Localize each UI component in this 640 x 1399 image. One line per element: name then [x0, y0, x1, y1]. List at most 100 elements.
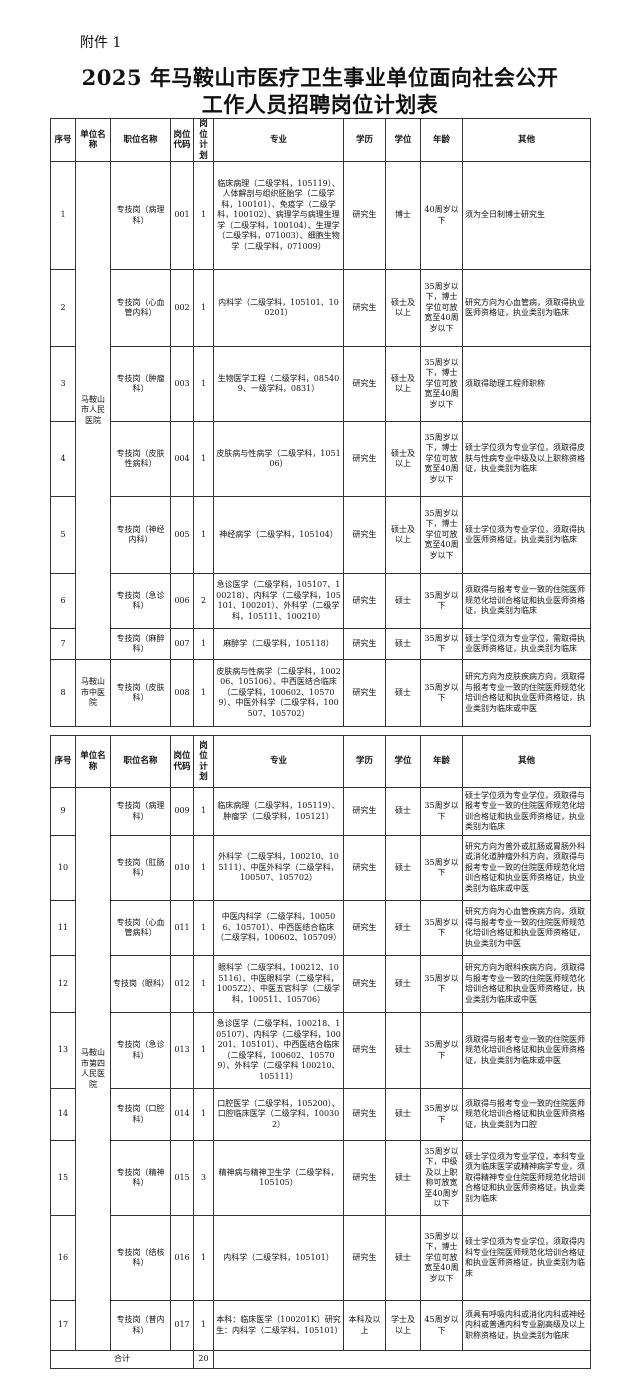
unit-name: 马鞍山市第四人民医院 [75, 787, 111, 1351]
column-header: 年龄 [420, 735, 463, 788]
degree: 硕士 [385, 1215, 421, 1301]
other-requirements: 须具有呼吸内科或消化内科或神经内科或普通内科专业副高级及以上职称资格证，执业类别… [462, 1300, 591, 1351]
degree: 硕士及以上 [385, 346, 421, 422]
education: 研究生 [343, 496, 386, 574]
column-header: 序号 [50, 118, 76, 162]
position-plan: 1 [193, 900, 214, 956]
column-header: 学历 [343, 118, 386, 162]
position-row: 16 专技岗（结核科） 016 1 内科学（二级学科，105101） 研究生 硕士 35周岁以… [50, 1215, 591, 1301]
age-limit: 35周岁以下 [420, 573, 463, 629]
other-requirements: 硕士学位须为专业学位，需取得执业医师资格证，执业类别为临床 [462, 628, 591, 660]
major: 麻醉学（二级学科，105118） [213, 628, 344, 660]
age-limit: 45周岁以下 [420, 1300, 463, 1351]
education: 研究生 [343, 573, 386, 629]
position-code: 008 [170, 659, 194, 727]
position-name: 专技岗（肿瘤科） [110, 346, 171, 422]
position-row: 13 专技岗（急诊科） 013 1 急诊医学（二级学科，100218、105107）、内… [50, 1012, 591, 1089]
education: 研究生 [343, 1140, 386, 1216]
position-plan: 1 [193, 955, 214, 1013]
position-row: 10 专技岗（肛肠科） 010 1 外科学（二级学科，100210、105111）、中医… [50, 835, 591, 901]
age-limit: 35周岁以下，博士学位可放宽至40周岁以下 [420, 421, 463, 497]
position-name: 专技岗（病理科） [110, 787, 171, 836]
major: 急诊医学（二级学科，105107、100218）、内科学（二级学科，105101… [213, 573, 344, 629]
column-header: 其他 [462, 118, 591, 162]
position-plan: 1 [193, 1300, 214, 1351]
position-plan: 1 [193, 421, 214, 497]
column-header: 岗位计划 [193, 735, 214, 788]
position-row: 8 马鞍山市中医院 专技岗（皮肤科） 008 1 皮肤病与性病学（二级学科，100206、… [50, 659, 591, 727]
position-row: 12 专技岗（眼科） 012 1 眼科学（二级学科，100212、105116）、中医眼… [50, 955, 591, 1013]
degree: 硕士 [385, 1012, 421, 1089]
age-limit: 35周岁以下，博士学位可放宽至40周岁以下 [420, 346, 463, 422]
other-requirements: 研究方向为普外或肛肠或胃肠外科或消化道肿瘤外科方向，须取得与报考专业一致的住院医… [462, 835, 591, 901]
column-header: 专业 [213, 118, 344, 162]
position-name: 专技岗（病理科） [110, 161, 171, 270]
column-header: 职位名称 [110, 118, 171, 162]
major: 临床病理（二级学科，105119）、肿瘤学（二级学科，105121） [213, 787, 344, 836]
degree: 硕士 [385, 1140, 421, 1216]
degree: 硕士 [385, 900, 421, 956]
position-plan: 2 [193, 573, 214, 629]
education: 研究生 [343, 1088, 386, 1141]
column-header: 年龄 [420, 118, 463, 162]
age-limit: 35周岁以下 [420, 1088, 463, 1141]
position-name: 专技岗（心血管病科） [110, 900, 171, 956]
column-header: 岗位代码 [170, 735, 194, 788]
position-plan: 1 [193, 835, 214, 901]
degree: 硕士 [385, 628, 421, 660]
position-row: 9 马鞍山市第四人民医院 专技岗（病理科） 009 1 临床病理（二级学科，105119）… [50, 787, 591, 1351]
other-requirements: 须为全日制博士研究生 [462, 161, 591, 270]
position-row: 5 专技岗（神经内科） 005 1 神经病学（二级学科，105104） 研究生 硕士及以上 3… [50, 496, 591, 574]
row-number: 1 [50, 161, 76, 270]
position-code: 012 [170, 955, 194, 1013]
position-plan: 1 [193, 659, 214, 727]
other-requirements: 研究方向为皮肤疾病方向，须取得与报考专业一致的住院医师规范化培训合格证和执业医师… [462, 659, 591, 727]
major: 皮肤病与性病学（二级学科，105106） [213, 421, 344, 497]
degree: 硕士 [385, 835, 421, 901]
column-header: 岗位计划 [193, 118, 214, 162]
column-header: 学位 [385, 118, 421, 162]
major: 外科学（二级学科，100210、105111）、中医外科学（二级学科，10050… [213, 835, 344, 901]
position-code: 011 [170, 900, 194, 956]
position-row: 17 专技岗（普内科） 017 1 本科：临床医学（100201K）研究生：内科学（二级… [50, 1300, 591, 1351]
position-code: 016 [170, 1215, 194, 1301]
position-name: 专技岗（神经内科） [110, 496, 171, 574]
major: 本科：临床医学（100201K）研究生：内科学（二级学科，105101） [213, 1300, 344, 1351]
other-requirements: 须取得与报考专业一致的住院医师规范化培训合格证和执业医师资格证，执业类别为口腔 [462, 1088, 591, 1141]
position-plan: 1 [193, 1088, 214, 1141]
position-name: 专技岗（皮肤科） [110, 659, 171, 727]
position-code: 006 [170, 573, 194, 629]
column-header: 学历 [343, 735, 386, 788]
age-limit: 35周岁以下 [420, 787, 463, 836]
other-requirements: 硕士学位须为专业学位，须取得皮肤与性病专业中级及以上职称资格证，执业类别为临床 [462, 421, 591, 497]
education: 研究生 [343, 161, 386, 270]
position-code: 015 [170, 1140, 194, 1216]
other-requirements: 研究方向为心血管病，须取得执业医师资格证，执业类别为临床 [462, 269, 591, 347]
column-header: 职位名称 [110, 735, 171, 788]
degree: 硕士 [385, 955, 421, 1013]
total-label: 合计 [50, 1350, 194, 1369]
title-line: 工作人员招聘岗位计划表 [201, 92, 439, 117]
education: 研究生 [343, 269, 386, 347]
position-name: 专技岗（结核科） [110, 1215, 171, 1301]
other-requirements: 研究方向为眼科疾病方向，须取得与报考专业一致的住院医师规范化培训合格证和执业医师… [462, 955, 591, 1013]
education: 研究生 [343, 787, 386, 836]
age-limit: 35周岁以下 [420, 835, 463, 901]
position-row: 1 马鞍山市人民医院 专技岗（病理科） 001 1 临床病理（二级学科，105119）、人… [50, 161, 591, 660]
total-row: 合计 20 [50, 1350, 591, 1369]
position-name: 专技岗（急诊科） [110, 1012, 171, 1089]
position-name: 专技岗（肛肠科） [110, 835, 171, 901]
degree: 硕士及以上 [385, 421, 421, 497]
row-number: 8 [50, 659, 76, 727]
row-number: 15 [50, 1140, 76, 1216]
age-limit: 35周岁以下 [420, 659, 463, 727]
education: 研究生 [343, 1012, 386, 1089]
column-header: 其他 [462, 735, 591, 788]
position-code: 013 [170, 1012, 194, 1089]
age-limit: 35周岁以下，博士学位可放宽至40周岁以下 [420, 1215, 463, 1301]
position-plan: 1 [193, 269, 214, 347]
position-name: 专技岗（皮肤性病科） [110, 421, 171, 497]
degree: 硕士 [385, 659, 421, 727]
education: 研究生 [343, 628, 386, 660]
title-line: 2025 年马鞍山市医疗卫生事业单位面向社会公开 [81, 65, 559, 90]
